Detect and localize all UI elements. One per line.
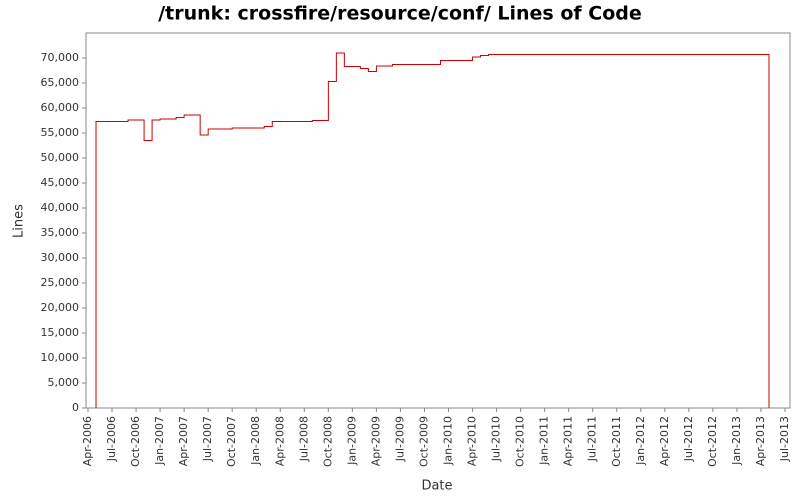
x-tick-label: Apr-2009 [369,416,382,466]
y-tick-label: 50,000 [41,151,80,164]
x-tick-label: Jan-2009 [345,416,358,466]
x-axis-title: Date [421,479,452,494]
y-tick-label: 30,000 [41,251,80,264]
x-tick-label: Jan-2007 [153,416,166,466]
x-tick-label: Jul-2008 [297,416,310,462]
x-tick-label: Apr-2006 [81,416,94,466]
y-tick-label: 35,000 [41,226,80,239]
y-tick-label: 5,000 [48,376,80,389]
x-tick-label: Oct-2010 [514,416,527,467]
x-tick-label: Jul-2013 [778,416,791,462]
x-tick-label: Oct-2011 [610,416,623,467]
y-tick-label: 45,000 [41,176,80,189]
x-tick-label: Jul-2012 [682,416,695,462]
x-tick-label: Oct-2007 [225,416,238,467]
y-tick-label: 20,000 [41,301,80,314]
x-tick-label: Apr-2007 [177,416,190,466]
plot-area [85,32,791,409]
line-series [95,52,770,408]
x-tick-label: Apr-2010 [466,416,479,466]
y-tick-label: 25,000 [41,276,80,289]
y-tick-label: 15,000 [41,326,80,339]
x-tick-label: Jan-2013 [730,416,743,466]
x-tick-label: Jan-2008 [249,416,262,466]
x-tick-label: Jan-2012 [634,416,647,466]
y-tick-label: 10,000 [41,351,80,364]
y-tick-label: 65,000 [41,76,80,89]
x-tick-label: Apr-2008 [273,416,286,466]
y-tick-label: 55,000 [41,126,80,139]
x-tick-label: Apr-2013 [754,416,767,466]
y-tick-label: 70,000 [41,51,80,64]
x-tick-label: Jan-2011 [538,416,551,466]
x-tick-label: Jan-2010 [442,416,455,466]
y-tick-label: 0 [72,401,79,414]
y-tick-label: 40,000 [41,201,80,214]
x-tick-label: Oct-2008 [321,416,334,467]
x-tick-label: Jul-2009 [393,416,406,462]
x-tick-label: Jul-2011 [586,416,599,462]
x-tick-label: Jul-2007 [201,416,214,462]
x-tick-label: Oct-2012 [706,416,719,467]
x-tick-label: Jul-2006 [105,416,118,462]
y-axis-title: Lines [12,204,27,238]
x-tick-label: Oct-2006 [129,416,142,467]
y-tick-label: 60,000 [41,101,80,114]
x-tick-label: Apr-2012 [658,416,671,466]
x-tick-label: Oct-2009 [417,416,430,467]
x-tick-label: Apr-2011 [562,416,575,466]
x-tick-label: Jul-2010 [490,416,503,462]
chart-title: /trunk: crossfire/resource/conf/ Lines o… [158,3,642,25]
